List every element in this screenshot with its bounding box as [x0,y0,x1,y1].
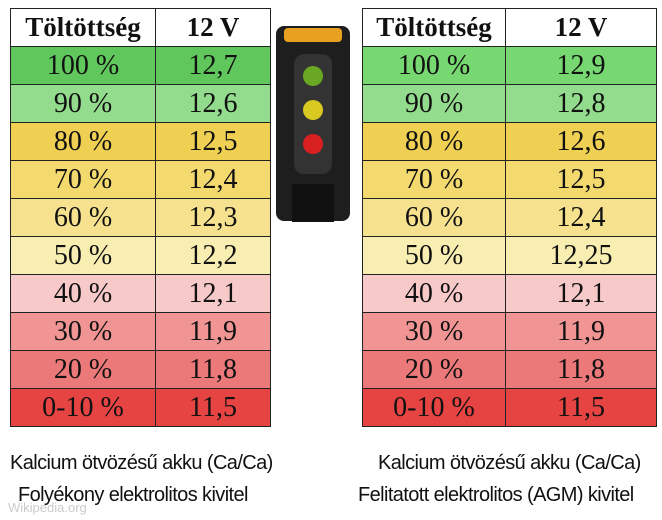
cell: 12,25 [505,236,657,275]
row: 90 % 12,8 [362,84,657,123]
cell: 0-10 % [10,388,156,427]
header-cell: Töltöttség [362,8,506,47]
cell: 80 % [362,122,506,161]
row: 20 % 11,8 [362,350,657,389]
cell: 100 % [362,46,506,85]
caption: Kalcium ötvözésű akku (Ca/Ca) [378,452,641,474]
cell: 12,5 [505,160,657,199]
row: 30 % 11,9 [362,312,657,351]
row: 60 % 12,3 [10,198,271,237]
cell: 12,4 [155,160,271,199]
row: 20 % 11,8 [10,350,271,389]
table-right: Töltöttség 12 V 100 % 12,9 90 % 12,8 80 % 12,6 7… [362,8,657,427]
row: 70 % 12,4 [10,160,271,199]
cell: 90 % [362,84,506,123]
cell: 60 % [362,198,506,237]
cell: 12,4 [505,198,657,237]
cell: 30 % [10,312,156,351]
cell: 0-10 % [362,388,506,427]
header-row: Töltöttség 12 V [362,8,657,47]
row: 40 % 12,1 [10,274,271,313]
row: 50 % 12,25 [362,236,657,275]
cell: 70 % [10,160,156,199]
row: 80 % 12,6 [362,122,657,161]
cell: 60 % [10,198,156,237]
cell: 90 % [10,84,156,123]
caption: Kalcium ötvözésű akku (Ca/Ca) [10,452,273,474]
row: 50 % 12,2 [10,236,271,275]
cell: 12,7 [155,46,271,85]
cell: 12,6 [155,84,271,123]
cell: 11,8 [155,350,271,389]
row: 80 % 12,5 [10,122,271,161]
row: 0-10 % 11,5 [362,388,657,427]
cell: 12,1 [155,274,271,313]
cell: 20 % [10,350,156,389]
header-cell: 12 V [155,8,271,47]
cell: 40 % [362,274,506,313]
row: 0-10 % 11,5 [10,388,271,427]
row: 30 % 11,9 [10,312,271,351]
cell: 12,3 [155,198,271,237]
row: 100 % 12,7 [10,46,271,85]
row: 60 % 12,4 [362,198,657,237]
caption: Folyékony elektrolitos kivitel [18,484,248,506]
cell: 20 % [362,350,506,389]
row: 90 % 12,6 [10,84,271,123]
battery-indicator-device [276,26,350,222]
watermark: Wikipedia.org [8,500,87,515]
cell: 11,5 [155,388,271,427]
row: 100 % 12,9 [362,46,657,85]
caption: Felitatott elektrolitos (AGM) kivitel [358,484,634,506]
cell: 12,9 [505,46,657,85]
cell: 11,5 [505,388,657,427]
cell: 30 % [362,312,506,351]
cell: 11,8 [505,350,657,389]
cell: 50 % [362,236,506,275]
cell: 12,1 [505,274,657,313]
header-cell: Töltöttség [10,8,156,47]
cell: 12,8 [505,84,657,123]
cell: 40 % [10,274,156,313]
cell: 100 % [10,46,156,85]
cell: 12,5 [155,122,271,161]
cell: 50 % [10,236,156,275]
cell: 11,9 [155,312,271,351]
cell: 11,9 [505,312,657,351]
header-row: Töltöttség 12 V [10,8,271,47]
cell: 12,2 [155,236,271,275]
row: 40 % 12,1 [362,274,657,313]
cell: 70 % [362,160,506,199]
table-left: Töltöttség 12 V 100 % 12,7 90 % 12,6 80 % 12,5 7… [10,8,271,427]
cell: 80 % [10,122,156,161]
row: 70 % 12,5 [362,160,657,199]
cell: 12,6 [505,122,657,161]
header-cell: 12 V [505,8,657,47]
